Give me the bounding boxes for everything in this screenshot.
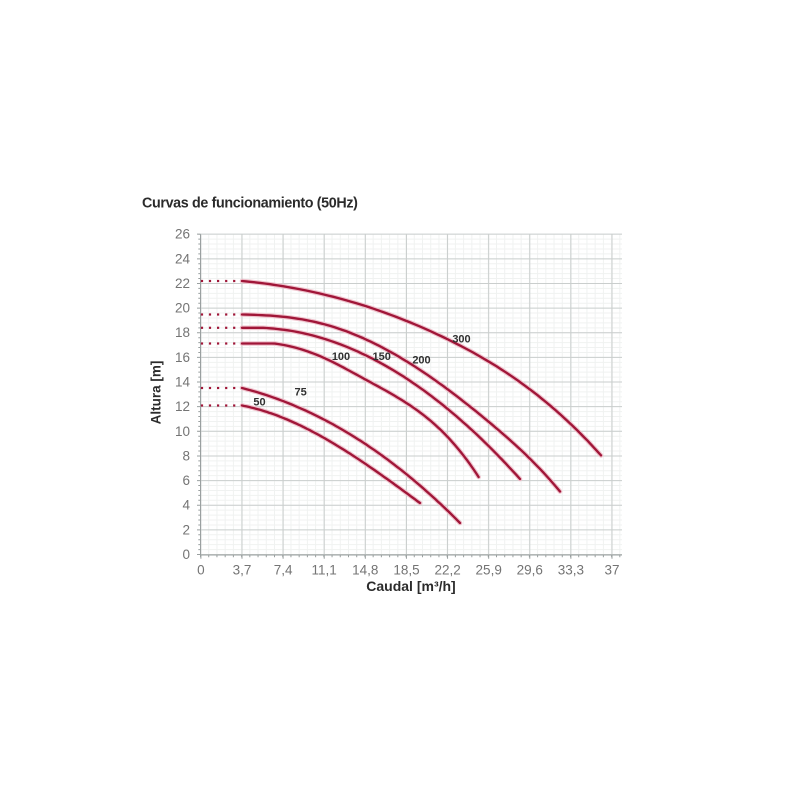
svg-text:6: 6: [182, 473, 190, 488]
svg-text:14,8: 14,8: [352, 563, 378, 578]
svg-text:29,6: 29,6: [517, 563, 543, 578]
svg-text:8: 8: [182, 448, 190, 463]
svg-text:26: 26: [175, 227, 190, 242]
svg-text:11,1: 11,1: [312, 563, 337, 578]
svg-text:Caudal [m³/h]: Caudal [m³/h]: [366, 578, 455, 594]
svg-text:18: 18: [175, 325, 190, 340]
svg-text:3,7: 3,7: [233, 563, 252, 578]
svg-text:20: 20: [175, 301, 190, 316]
svg-text:25,9: 25,9: [476, 563, 502, 578]
svg-text:Altura [m]: Altura [m]: [149, 361, 164, 425]
svg-text:24: 24: [175, 251, 191, 266]
svg-text:4: 4: [182, 498, 190, 513]
svg-text:37: 37: [604, 563, 619, 578]
svg-text:7,4: 7,4: [274, 563, 293, 578]
svg-text:150: 150: [373, 351, 391, 363]
svg-text:22,2: 22,2: [434, 563, 460, 578]
svg-text:22: 22: [175, 276, 190, 291]
svg-text:10: 10: [175, 424, 190, 439]
svg-text:200: 200: [412, 355, 430, 367]
svg-text:18,5: 18,5: [393, 563, 419, 578]
svg-text:12: 12: [175, 399, 190, 414]
svg-text:300: 300: [452, 334, 470, 346]
svg-text:100: 100: [332, 351, 350, 363]
svg-text:2: 2: [182, 522, 190, 537]
svg-text:50: 50: [253, 397, 265, 409]
svg-text:0: 0: [197, 563, 205, 578]
svg-text:33,3: 33,3: [558, 563, 584, 578]
svg-text:75: 75: [294, 387, 306, 399]
svg-text:14: 14: [175, 375, 191, 390]
svg-text:16: 16: [175, 350, 190, 365]
svg-text:0: 0: [182, 547, 190, 562]
svg-text:Curvas de funcionamiento (50Hz: Curvas de funcionamiento (50Hz): [142, 196, 358, 212]
